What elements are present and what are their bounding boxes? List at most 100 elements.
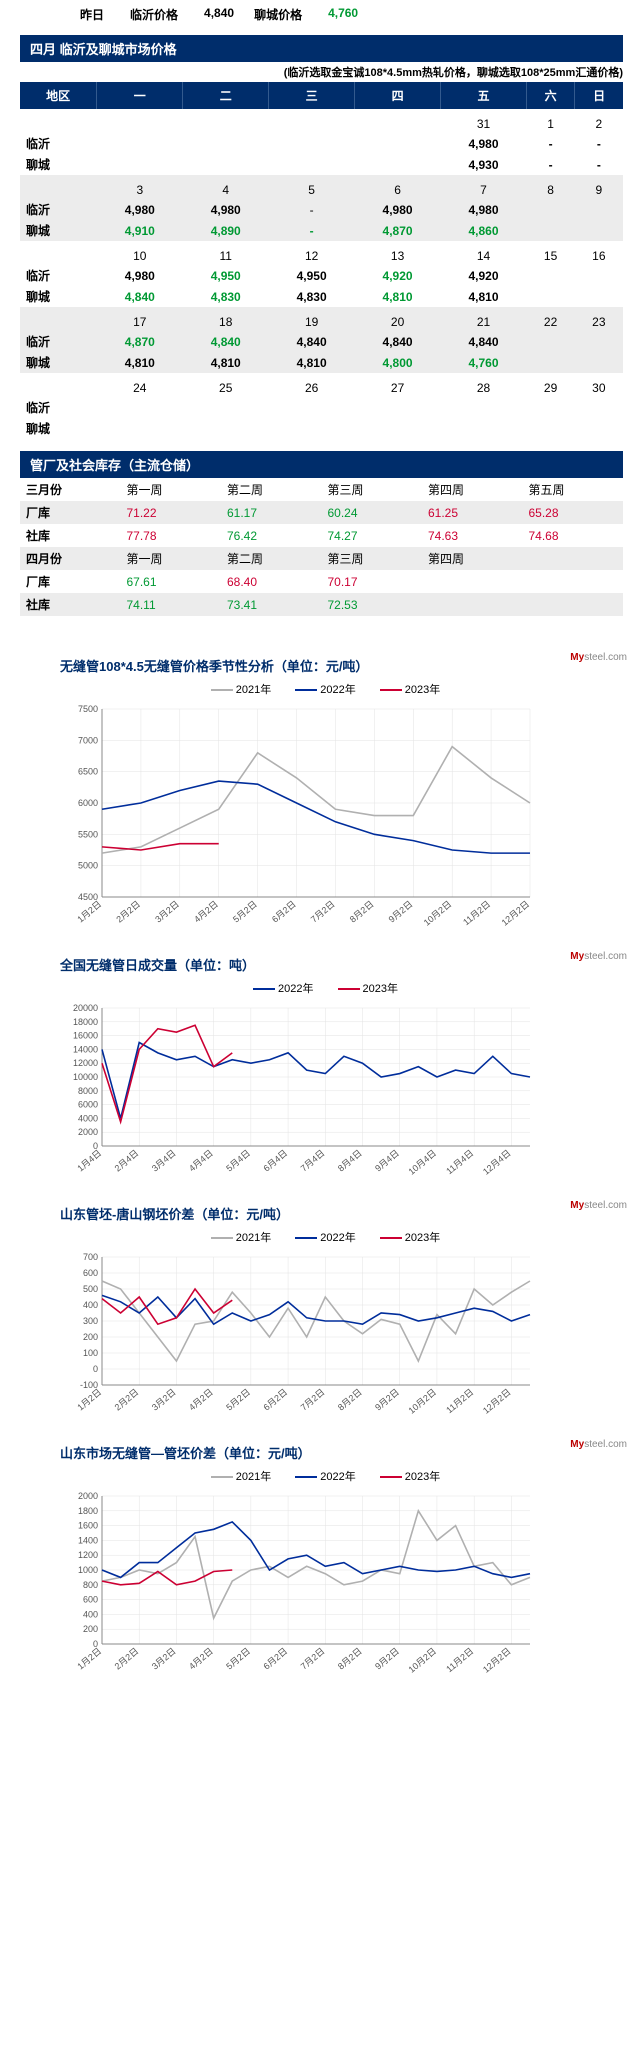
price-cell xyxy=(575,418,623,439)
price-cell: 4,810 xyxy=(441,286,527,307)
watermark: Mysteel.com xyxy=(570,1200,627,1211)
inventory-cell: 第三周 xyxy=(322,547,423,570)
svg-text:10月2日: 10月2日 xyxy=(422,899,454,928)
svg-text:400: 400 xyxy=(83,1300,98,1310)
svg-text:1800: 1800 xyxy=(78,1506,98,1516)
svg-text:300: 300 xyxy=(83,1316,98,1326)
svg-text:4月2日: 4月2日 xyxy=(187,1646,215,1672)
price-cell xyxy=(526,418,574,439)
inventory-cell: 74.63 xyxy=(422,524,523,547)
svg-text:4月4日: 4月4日 xyxy=(187,1148,215,1174)
price-cell xyxy=(526,220,574,241)
price-cell xyxy=(97,397,183,418)
calendar-day: 29 xyxy=(526,373,574,397)
chart-svg: 45005000550060006500700075001月2日2月2日3月2日… xyxy=(60,701,540,931)
price-cell xyxy=(269,133,355,154)
city-label: 临沂 xyxy=(20,133,97,154)
price-cell: 4,860 xyxy=(441,220,527,241)
inventory-cell: 73.41 xyxy=(221,593,322,616)
svg-text:12月2日: 12月2日 xyxy=(481,1646,513,1675)
watermark: Mysteel.com xyxy=(570,652,627,663)
price-cell: 4,980 xyxy=(97,199,183,220)
calendar-day xyxy=(269,109,355,133)
price-cell: 4,980 xyxy=(355,199,441,220)
calendar-day: 12 xyxy=(269,241,355,265)
inventory-cell xyxy=(523,547,624,570)
price-cell: 4,910 xyxy=(97,220,183,241)
calendar-day: 16 xyxy=(575,241,623,265)
svg-text:5月4日: 5月4日 xyxy=(224,1148,252,1174)
chart-block: Mysteel.com山东市场无缝管—管坯价差（单位：元/吨）2021年2022… xyxy=(60,1443,583,1678)
price-cell: 4,810 xyxy=(97,352,183,373)
price-cell: 4,810 xyxy=(183,352,269,373)
liaocheng-price-label: 聊城价格 xyxy=(254,6,302,23)
calendar-day-header: 一 xyxy=(97,82,183,109)
svg-text:8月2日: 8月2日 xyxy=(336,1387,364,1413)
inventory-cell: 61.17 xyxy=(221,501,322,524)
inventory-cell: 第四周 xyxy=(422,478,523,501)
calendar-day xyxy=(97,109,183,133)
price-summary: 昨日 临沂价格 4,840 聊城价格 4,760 xyxy=(0,0,643,29)
price-cell xyxy=(441,397,527,418)
inventory-cell xyxy=(523,593,624,616)
price-cell: 4,800 xyxy=(355,352,441,373)
price-cell xyxy=(526,265,574,286)
svg-text:6月2日: 6月2日 xyxy=(261,1646,289,1672)
inventory-cell: 67.61 xyxy=(121,570,222,593)
inventory-cell: 74.27 xyxy=(322,524,423,547)
svg-text:0: 0 xyxy=(93,1364,98,1374)
price-cell: 4,760 xyxy=(441,352,527,373)
chart-legend: 2022年2023年 xyxy=(60,980,583,996)
inventory-cell: 第一周 xyxy=(121,547,222,570)
price-cell xyxy=(575,199,623,220)
svg-text:1200: 1200 xyxy=(78,1550,98,1560)
inventory-cell: 第一周 xyxy=(121,478,222,501)
chart-title: 全国无缝管日成交量（单位：吨） xyxy=(60,955,583,974)
inventory-cell: 70.17 xyxy=(322,570,423,593)
inventory-cell: 72.53 xyxy=(322,593,423,616)
price-cell: - xyxy=(526,154,574,175)
svg-text:3月2日: 3月2日 xyxy=(150,1387,178,1413)
chart-title: 山东管坯-唐山钢坯价差（单位：元/吨） xyxy=(60,1204,583,1223)
svg-text:2月2日: 2月2日 xyxy=(113,1387,141,1413)
svg-text:1000: 1000 xyxy=(78,1565,98,1575)
calendar-day: 23 xyxy=(575,307,623,331)
svg-text:2月2日: 2月2日 xyxy=(113,1646,141,1672)
price-cell xyxy=(575,352,623,373)
svg-text:8月2日: 8月2日 xyxy=(348,899,376,925)
inventory-cell: 厂库 xyxy=(20,501,121,524)
price-cell xyxy=(575,220,623,241)
inventory-cell: 76.42 xyxy=(221,524,322,547)
calendar-day: 24 xyxy=(97,373,183,397)
calendar-day: 18 xyxy=(183,307,269,331)
svg-text:10000: 10000 xyxy=(73,1072,98,1082)
price-cell: - xyxy=(575,154,623,175)
calendar-day: 8 xyxy=(526,175,574,199)
svg-text:100: 100 xyxy=(83,1348,98,1358)
inventory-cell: 第四周 xyxy=(422,547,523,570)
svg-text:12000: 12000 xyxy=(73,1058,98,1068)
chart-block: Mysteel.com无缝管108*4.5无缝管价格季节性分析（单位：元/吨）2… xyxy=(60,656,583,931)
price-cell xyxy=(355,154,441,175)
calendar-day: 14 xyxy=(441,241,527,265)
price-cell xyxy=(183,154,269,175)
inventory-cell: 74.11 xyxy=(121,593,222,616)
price-cell: 4,840 xyxy=(441,331,527,352)
svg-text:8月4日: 8月4日 xyxy=(336,1148,364,1174)
calendar-day: 10 xyxy=(97,241,183,265)
price-cell: - xyxy=(269,220,355,241)
svg-text:5月2日: 5月2日 xyxy=(231,899,259,925)
svg-text:18000: 18000 xyxy=(73,1017,98,1027)
svg-text:2000: 2000 xyxy=(78,1491,98,1501)
city-label: 聊城 xyxy=(20,286,97,307)
price-cell xyxy=(269,397,355,418)
calendar-day xyxy=(355,109,441,133)
inventory-cell: 第二周 xyxy=(221,547,322,570)
inventory-cell: 60.24 xyxy=(322,501,423,524)
liaocheng-price-value: 4,760 xyxy=(328,6,358,23)
price-cell: 4,830 xyxy=(183,286,269,307)
price-cell: - xyxy=(269,199,355,220)
calendar-day: 1 xyxy=(526,109,574,133)
city-label: 聊城 xyxy=(20,418,97,439)
svg-text:20000: 20000 xyxy=(73,1003,98,1013)
